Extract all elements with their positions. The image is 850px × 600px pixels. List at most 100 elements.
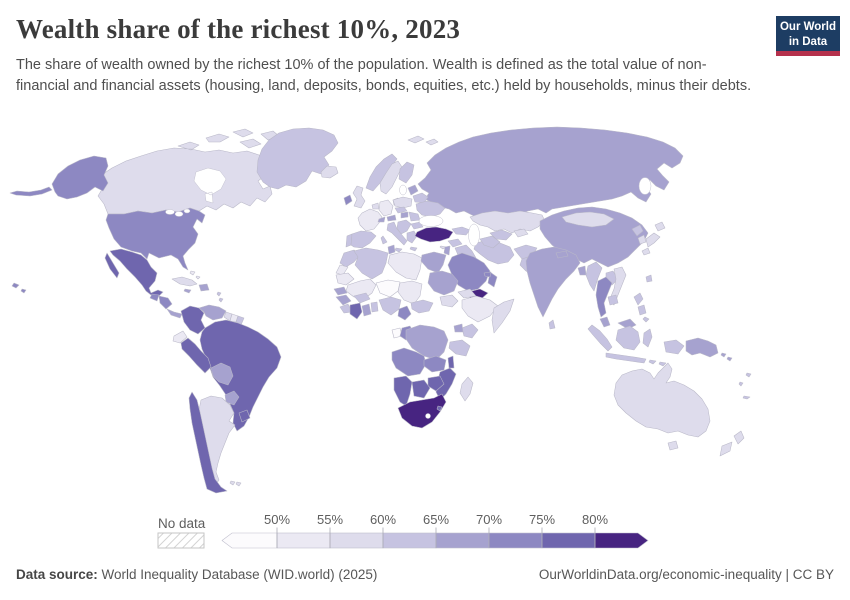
country-senegal[interactable] <box>333 286 348 296</box>
country-iceland[interactable] <box>320 165 339 179</box>
country-mongolia[interactable] <box>561 211 615 228</box>
country-morocco[interactable] <box>339 249 361 268</box>
country-south-sudan[interactable] <box>439 294 459 308</box>
country-thailand[interactable] <box>595 276 613 318</box>
country-tanzania[interactable] <box>448 339 471 357</box>
country-belarus[interactable] <box>412 192 429 204</box>
country-sri-lanka[interactable] <box>548 319 556 330</box>
country-myanmar[interactable] <box>585 261 603 292</box>
country-baltics[interactable] <box>407 184 419 196</box>
legend-bin-75-80[interactable] <box>541 532 596 549</box>
country-indonesia[interactable] <box>587 324 667 367</box>
country-niger[interactable] <box>375 279 401 298</box>
country-canada[interactable] <box>97 128 280 215</box>
country-sudan[interactable] <box>427 270 459 296</box>
country-bulgaria[interactable] <box>410 221 424 230</box>
country-australia[interactable] <box>613 362 711 451</box>
country-kyrgyzstan-tajikistan[interactable] <box>513 228 529 238</box>
country-kenya[interactable] <box>461 323 479 339</box>
country-uk[interactable] <box>352 185 366 209</box>
country-papua-new-guinea[interactable] <box>685 337 719 358</box>
country-mali[interactable] <box>345 278 377 300</box>
country-tunisia[interactable] <box>387 244 396 255</box>
country-philippines[interactable] <box>633 292 650 323</box>
country-czech-slovakia[interactable] <box>394 206 408 214</box>
country-chile[interactable] <box>188 391 228 494</box>
country-new-caledonia[interactable] <box>742 395 751 400</box>
legend-bin-70-75[interactable] <box>488 532 543 549</box>
legend-bin-55-60[interactable] <box>329 532 384 549</box>
country-japan[interactable] <box>641 221 666 256</box>
legend-bin-under-50[interactable] <box>221 532 278 549</box>
country-lesser-antilles[interactable] <box>216 291 224 303</box>
country-angola[interactable] <box>391 347 427 377</box>
country-burkina-faso[interactable] <box>353 292 371 304</box>
country-india[interactable] <box>525 246 581 318</box>
country-central-african-republic[interactable] <box>410 299 434 314</box>
country-ghana[interactable] <box>361 303 372 317</box>
country-west-papua[interactable] <box>663 339 685 355</box>
country-solomon-islands[interactable] <box>720 352 733 362</box>
legend-bin-60-65[interactable] <box>382 532 437 549</box>
country-egypt[interactable] <box>420 251 447 274</box>
country-cambodia[interactable] <box>607 294 619 306</box>
country-jamaica[interactable] <box>183 288 192 294</box>
country-new-zealand[interactable] <box>719 430 745 457</box>
country-uae[interactable] <box>483 271 492 278</box>
no-data-swatch[interactable] <box>157 532 205 549</box>
country-falkland-islands[interactable] <box>229 480 242 487</box>
country-chad[interactable] <box>397 280 423 305</box>
country-guatemala[interactable] <box>149 293 160 302</box>
country-france[interactable] <box>357 208 383 232</box>
country-balkans[interactable] <box>396 219 412 235</box>
country-mexico[interactable] <box>104 248 164 298</box>
country-bangladesh[interactable] <box>577 265 587 276</box>
country-ireland[interactable] <box>343 194 353 206</box>
country-cyprus[interactable] <box>439 245 447 250</box>
country-turkmenistan[interactable] <box>479 235 501 249</box>
country-cameroon[interactable] <box>397 305 412 321</box>
owid-logo[interactable]: Our World in Data <box>776 16 840 56</box>
country-uruguay[interactable] <box>238 409 251 423</box>
country-saudi-arabia[interactable] <box>447 252 491 292</box>
country-bahamas[interactable] <box>189 270 201 280</box>
country-zimbabwe[interactable] <box>427 375 445 392</box>
country-nepal[interactable] <box>555 250 569 259</box>
country-finland[interactable] <box>398 161 415 184</box>
country-algeria[interactable] <box>353 247 389 280</box>
country-ecuador[interactable] <box>172 330 188 344</box>
country-israel-jordan[interactable] <box>443 245 451 256</box>
country-honduras-nicaragua[interactable] <box>158 295 173 310</box>
legend-bin-over-80[interactable] <box>594 532 649 549</box>
credit-link[interactable]: OurWorldinData.org/economic-inequality |… <box>538 567 834 582</box>
country-hungary[interactable] <box>400 211 409 219</box>
legend-bin-65-70[interactable] <box>435 532 490 549</box>
country-germany[interactable] <box>378 199 394 217</box>
country-nigeria[interactable] <box>378 296 402 316</box>
country-fiji[interactable] <box>745 372 752 378</box>
country-madagascar[interactable] <box>459 376 474 402</box>
legend-bin-50-55[interactable] <box>276 532 331 549</box>
country-taiwan[interactable] <box>645 274 653 283</box>
country-austria[interactable] <box>386 214 397 222</box>
country-guinea[interactable] <box>335 294 352 306</box>
country-italy[interactable] <box>380 221 408 253</box>
country-malaysia[interactable] <box>599 316 637 330</box>
country-benelux[interactable] <box>371 202 380 210</box>
country-russia[interactable] <box>417 126 684 220</box>
country-poland[interactable] <box>392 196 413 209</box>
country-ukraine[interactable] <box>415 200 446 218</box>
country-togo-benin[interactable] <box>370 301 379 313</box>
country-hawaii[interactable] <box>11 282 27 294</box>
country-colombia[interactable] <box>180 305 206 335</box>
country-dominican-republic[interactable] <box>198 283 210 292</box>
country-norway[interactable] <box>365 153 398 192</box>
country-switzerland[interactable] <box>377 216 386 223</box>
country-drc[interactable] <box>405 324 449 361</box>
country-greenland[interactable] <box>256 127 339 190</box>
country-romania[interactable] <box>408 211 421 222</box>
country-cuba[interactable] <box>171 276 198 287</box>
country-caucasus[interactable] <box>451 226 471 236</box>
country-venezuela[interactable] <box>198 304 227 321</box>
country-cote-divoire[interactable] <box>349 302 363 320</box>
